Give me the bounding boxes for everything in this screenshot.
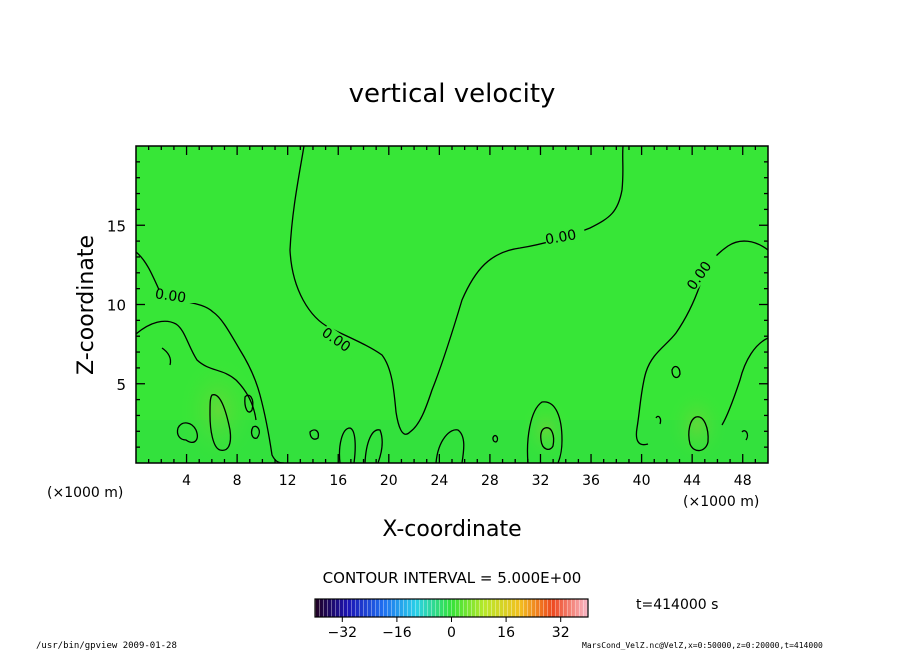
contour-zero-small-3	[250, 425, 260, 439]
contour-zero-small-8	[435, 429, 465, 463]
y-tick-label: 5	[116, 376, 126, 394]
x-tick-label: 40	[633, 473, 651, 489]
contour-label-bg-1	[154, 289, 196, 303]
contour-zero-left-lower	[136, 320, 257, 421]
contour-label-3: 0.00	[544, 227, 577, 248]
chart-title: vertical velocity	[349, 79, 556, 109]
colorbar-tick-label: −16	[382, 625, 412, 641]
contour-zero-small-9	[492, 434, 499, 443]
y-tick-label: 15	[107, 217, 126, 235]
x-tick-label: 36	[582, 473, 600, 489]
x-tick-label: 12	[279, 473, 297, 489]
x-tick-label: 48	[734, 473, 752, 489]
contour-zero-small-5	[309, 429, 320, 440]
contour-zero-around-core-2	[526, 401, 563, 463]
contour-core-2	[540, 427, 555, 451]
axis-ticks	[136, 146, 768, 463]
x-tick-label: 32	[532, 473, 550, 489]
x-tick-label: 4	[182, 473, 191, 489]
contour-label-bg-3	[544, 225, 586, 247]
contour-zero-small-12	[741, 430, 749, 441]
x-unit-label-left: (×1000 m)	[47, 485, 123, 501]
contour-label-bg-2	[319, 324, 363, 361]
contour-zero-right-lower	[721, 337, 768, 426]
x-unit-label-right: (×1000 m)	[683, 494, 759, 510]
contour-zero-small-1	[161, 347, 172, 366]
contour-zero-small-7	[364, 429, 383, 463]
time-label: t=414000 s	[636, 597, 718, 613]
colorbar-ticks: −32 −16 0 16 32	[328, 617, 570, 641]
contour-zero-small-2	[244, 394, 254, 413]
x-tick-label: 44	[683, 473, 701, 489]
colorbar-tick-label: 32	[552, 625, 570, 641]
footer-right: MarsCond_VelZ.nc@VelZ,x=0:50000,z=0:2000…	[582, 641, 823, 650]
contour-zero-small-4	[176, 422, 198, 444]
contour-core-3	[688, 416, 709, 452]
colorbar-tick-label: 16	[497, 625, 515, 641]
colorbar-tick-label: 0	[447, 625, 456, 641]
contour-interval-text: CONTOUR INTERVAL = 5.000E+00	[323, 569, 582, 587]
contour-zero-central-trough	[289, 146, 624, 435]
contour-zero-right	[635, 240, 768, 446]
contour-core-1	[209, 394, 232, 451]
contour-zero-small-6	[338, 427, 356, 463]
contour-zero-small-10	[671, 365, 681, 379]
y-axis-label: Z-coordinate	[74, 235, 99, 375]
colorbar-stripes	[315, 599, 588, 617]
y-tick-label: 10	[107, 297, 126, 315]
x-tick-label: 16	[329, 473, 347, 489]
updraft-shading-3	[667, 387, 727, 463]
x-tick-label: 20	[380, 473, 398, 489]
contour-zero-small-11	[655, 415, 662, 425]
x-tick-label: 28	[481, 473, 499, 489]
x-axis-label: X-coordinate	[382, 517, 521, 542]
x-tick-label: 8	[233, 473, 242, 489]
contour-labels: 0.00 0.00 0.00 0.00	[154, 225, 720, 361]
contour-label-1: 0.00	[154, 286, 187, 306]
footer-left: /usr/bin/gpview 2009-01-28	[36, 641, 177, 651]
contour-label-bg-4	[684, 249, 720, 293]
field-shading	[136, 355, 768, 463]
x-tick-label: 24	[430, 473, 448, 489]
colorbar-tick-label: −32	[328, 625, 358, 641]
